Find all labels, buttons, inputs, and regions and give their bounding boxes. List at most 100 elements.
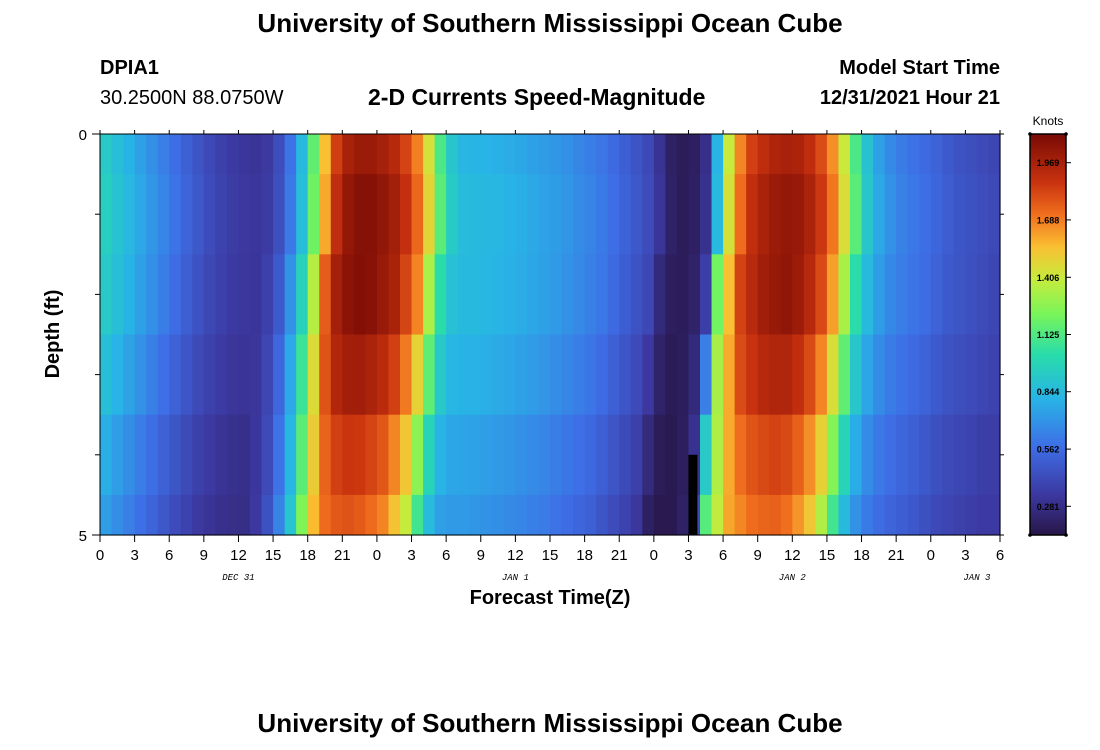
heatmap-cell (423, 414, 436, 496)
heatmap-cell (342, 334, 355, 416)
heatmap-cell (642, 414, 655, 496)
heatmap-cell (434, 174, 447, 255)
heatmap-cell (492, 334, 505, 416)
heatmap-cell (953, 414, 966, 496)
heatmap-cell (988, 254, 1001, 336)
heatmap-cell (988, 494, 1001, 536)
x-tick-label: 9 (477, 547, 485, 564)
day-label: JAN 2 (779, 573, 807, 583)
heatmap-cell (100, 334, 113, 416)
heatmap-cell (723, 334, 736, 416)
heatmap-cell (884, 334, 897, 416)
heatmap-cell (203, 134, 216, 175)
heatmap-cell (515, 174, 528, 255)
heatmap-cell (584, 174, 597, 255)
heatmap-cell (607, 334, 620, 416)
heatmap-cell (226, 414, 240, 496)
heatmap-cell (976, 494, 990, 536)
heatmap-cell (123, 334, 136, 416)
heatmap-cell (873, 174, 886, 255)
heatmap-cell (411, 414, 424, 496)
heatmap-cell (457, 494, 470, 536)
heatmap-cell (515, 134, 528, 175)
heatmap-cell (757, 174, 770, 255)
heatmap-cell (296, 254, 309, 336)
heatmap-cell (838, 414, 851, 496)
heatmap-cell (215, 134, 228, 175)
heatmap-cell (700, 174, 713, 255)
heatmap-cell (469, 334, 482, 416)
heatmap-cell (676, 494, 690, 536)
heatmap-cell (723, 134, 736, 175)
heatmap-cell (907, 174, 920, 255)
heatmap-cell (123, 254, 136, 336)
heatmap-cell (988, 134, 1001, 175)
x-tick-label: 3 (130, 547, 138, 564)
heatmap-cell (734, 254, 747, 336)
heatmap-cell (538, 414, 551, 496)
heatmap-cell (492, 254, 505, 336)
x-tick-label: 9 (200, 547, 208, 564)
heatmap-cell (596, 494, 609, 536)
heatmap-cell (700, 334, 713, 416)
heatmap-cell (769, 414, 782, 496)
bottom-anomaly-cell (688, 454, 698, 535)
heatmap-cell (411, 494, 424, 536)
heatmap-cell (469, 414, 482, 496)
heatmap-cell (919, 134, 932, 175)
heatmap-cell (711, 134, 724, 175)
heatmap-cell (919, 254, 932, 336)
heatmap-cell (457, 334, 470, 416)
heatmap-cell (146, 494, 159, 536)
heatmap-cell (907, 494, 920, 536)
heatmap-cell (296, 414, 309, 496)
heatmap-cell (976, 414, 990, 496)
heatmap-cell (619, 494, 632, 536)
heatmap-cell (365, 134, 378, 175)
heatmap-cell (238, 174, 251, 255)
heatmap-cell (561, 134, 574, 175)
heatmap-cell (630, 494, 643, 536)
heatmap-cell (826, 414, 840, 496)
heatmap-cell (123, 494, 136, 536)
x-tick-label: 15 (542, 547, 559, 564)
heatmap-cells (100, 134, 1001, 536)
heatmap-cell (538, 334, 551, 416)
day-labels: DEC 31 JAN 1 JAN 2 JAN 3 (222, 573, 991, 583)
heatmap-cell (953, 494, 966, 536)
heatmap-cell (492, 134, 505, 175)
heatmap-cell (873, 134, 886, 175)
heatmap-cell (561, 174, 574, 255)
heatmap-cell (192, 134, 205, 175)
heatmap-cell (446, 334, 459, 416)
heatmap-cell (757, 334, 770, 416)
heatmap-cell (861, 134, 874, 175)
station-location: 30.2500N 88.0750W (100, 87, 284, 109)
heatmap-cell (157, 414, 170, 496)
heatmap-cell (607, 174, 620, 255)
heatmap-cell (469, 134, 482, 175)
heatmap-cell (746, 494, 759, 536)
heatmap-cell (769, 494, 782, 536)
heatmap-cell (538, 174, 551, 255)
x-tick-label: 0 (650, 547, 658, 564)
heatmap-cell (446, 494, 459, 536)
heatmap-cell (861, 414, 874, 496)
x-tick-label: 21 (888, 547, 905, 564)
heatmap-cell (411, 254, 424, 336)
heatmap-cell (307, 334, 320, 416)
heatmap-cell (123, 134, 136, 175)
heatmap-cell (376, 134, 390, 175)
heatmap-cell (250, 134, 263, 175)
heatmap-cell (907, 414, 920, 496)
heatmap-cell (573, 494, 586, 536)
heatmap-cell (388, 334, 401, 416)
heatmap-cell (561, 494, 574, 536)
heatmap-cell (850, 134, 863, 175)
heatmap-cell (146, 334, 159, 416)
heatmap-cell (388, 414, 401, 496)
heatmap-cell (573, 174, 586, 255)
heatmap-cell (596, 334, 609, 416)
heatmap-cell (423, 134, 436, 175)
heatmap-cell (203, 334, 216, 416)
